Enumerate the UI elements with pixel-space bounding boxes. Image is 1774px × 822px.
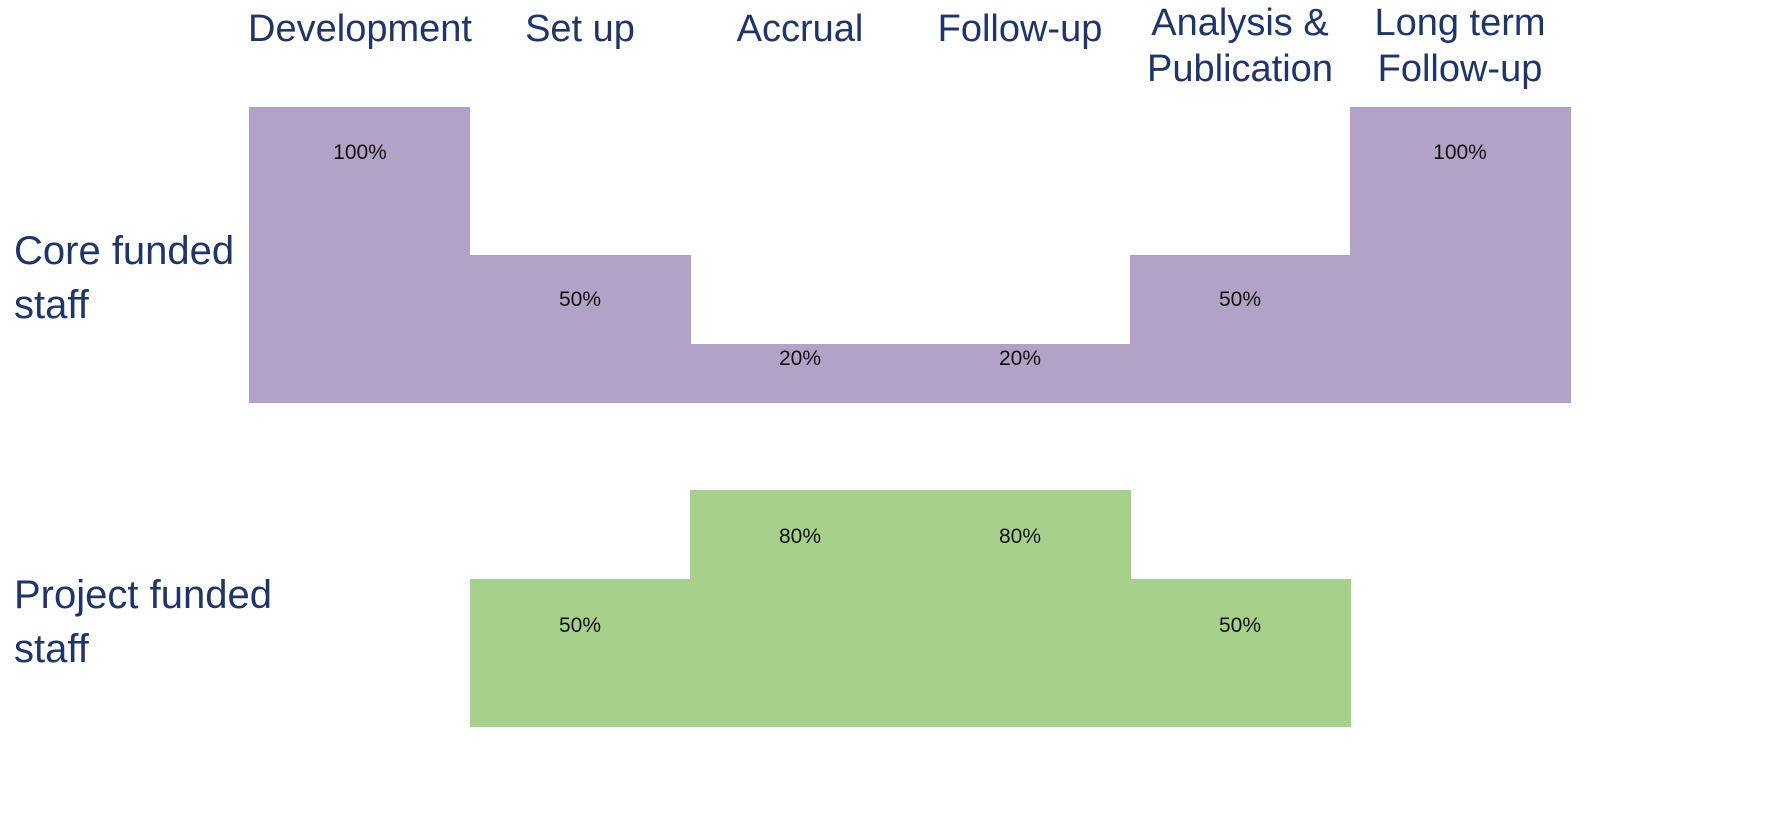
bar-value-label: 20% (778, 347, 822, 370)
bar (470, 579, 691, 727)
bar (690, 344, 911, 403)
phase-label: Follow-up (937, 8, 1103, 50)
bar-value-label: 50% (1218, 288, 1262, 311)
bar-value-label: 100% (333, 141, 387, 164)
bar (249, 107, 470, 403)
bar (690, 490, 911, 727)
bar-value-label: 80% (778, 525, 822, 548)
phase-label: Analysis & Publication (1147, 2, 1333, 90)
bar (910, 344, 1131, 403)
bar (910, 490, 1131, 727)
bar (1350, 107, 1571, 403)
bar-value-label: 80% (998, 525, 1042, 548)
series-label: Core funded staff (14, 229, 235, 327)
bar-value-label: 50% (1218, 614, 1262, 637)
bar-value-label: 50% (558, 614, 602, 637)
bar (1130, 255, 1351, 403)
bar-value-label: 50% (558, 288, 602, 311)
bar-value-label: 20% (998, 347, 1042, 370)
phase-label: Set up (525, 8, 635, 50)
bar-value-label: 100% (1433, 141, 1487, 164)
bar (1130, 579, 1351, 727)
phase-label: Accrual (736, 8, 864, 50)
phase-label: Long term Follow-up (1374, 2, 1546, 90)
series-label: Project funded staff (14, 573, 272, 671)
bar (470, 255, 691, 403)
phase-label: Development (248, 8, 472, 50)
